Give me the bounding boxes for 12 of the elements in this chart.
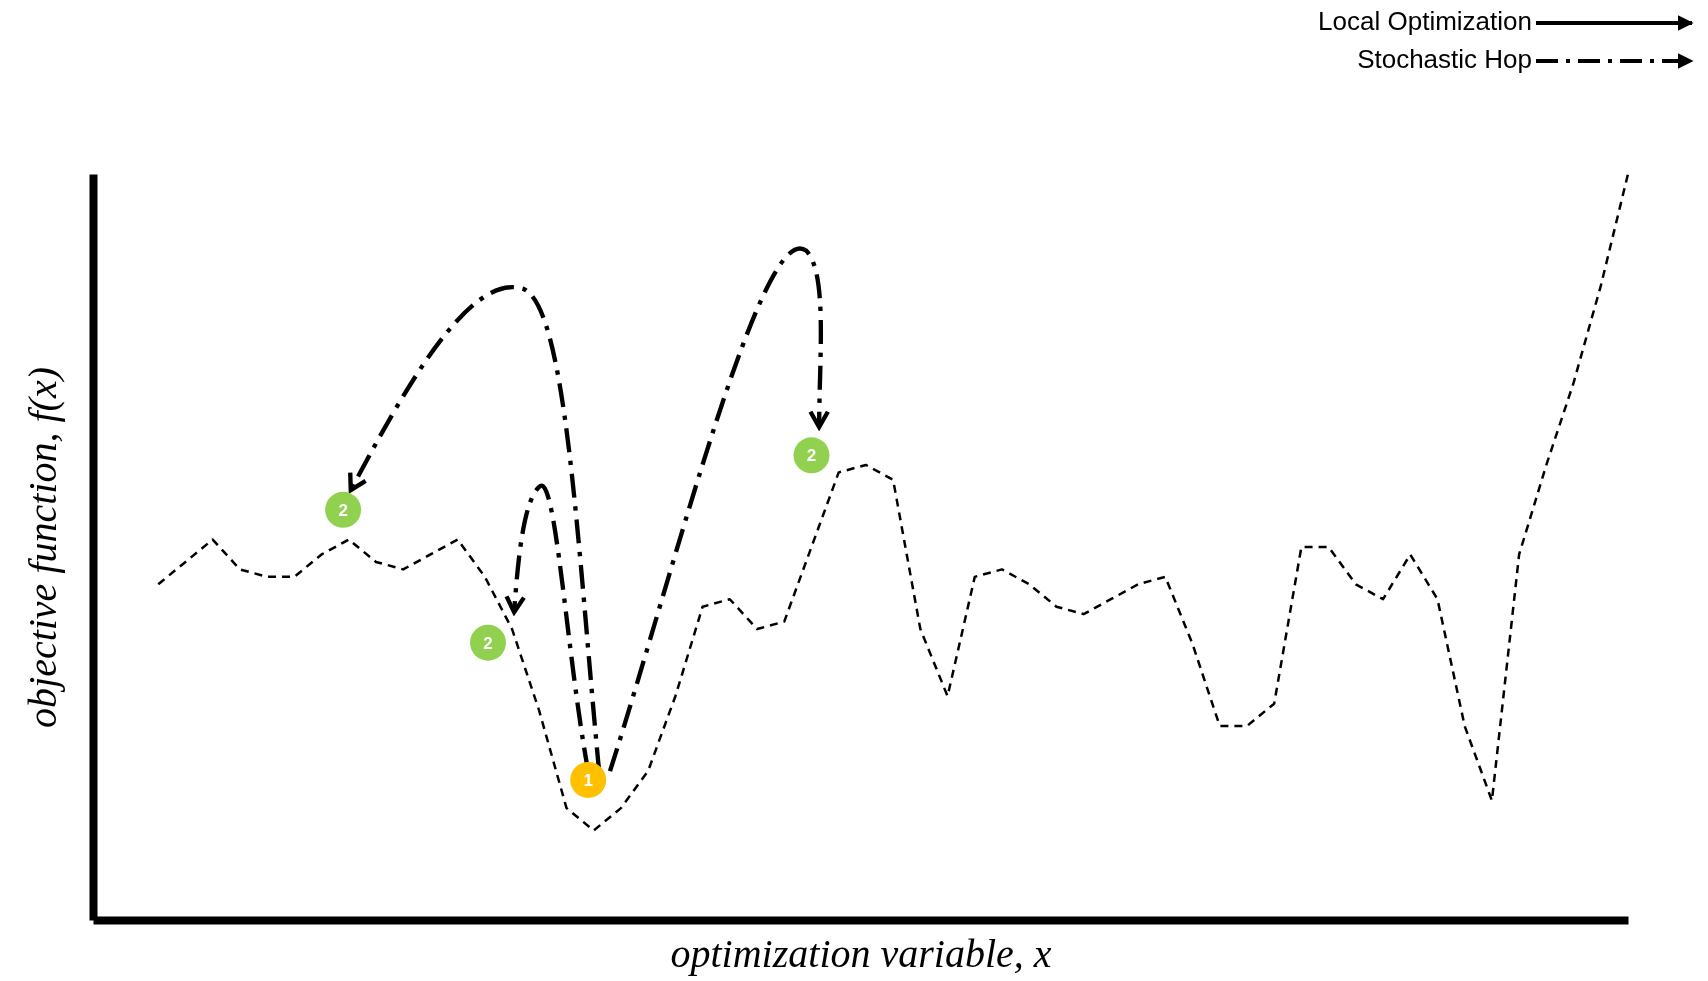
annotation: 2 [806,446,817,466]
annotation: 2 [338,500,348,520]
annotation: 2 [483,633,493,653]
x-axis-title: optimization variable, x [670,930,1052,976]
numbered-circle: 2 [793,437,830,474]
text: Local Optimization [1318,6,1532,37]
numbered-circle: 2 [470,624,506,661]
numbered-circle: 1 [570,761,607,798]
y-axis-title: objective function, f(x) [19,367,65,728]
text: Stochastic Hop [1357,44,1532,75]
numbered-circle: 2 [325,491,362,528]
annotation: 1 [583,770,593,790]
